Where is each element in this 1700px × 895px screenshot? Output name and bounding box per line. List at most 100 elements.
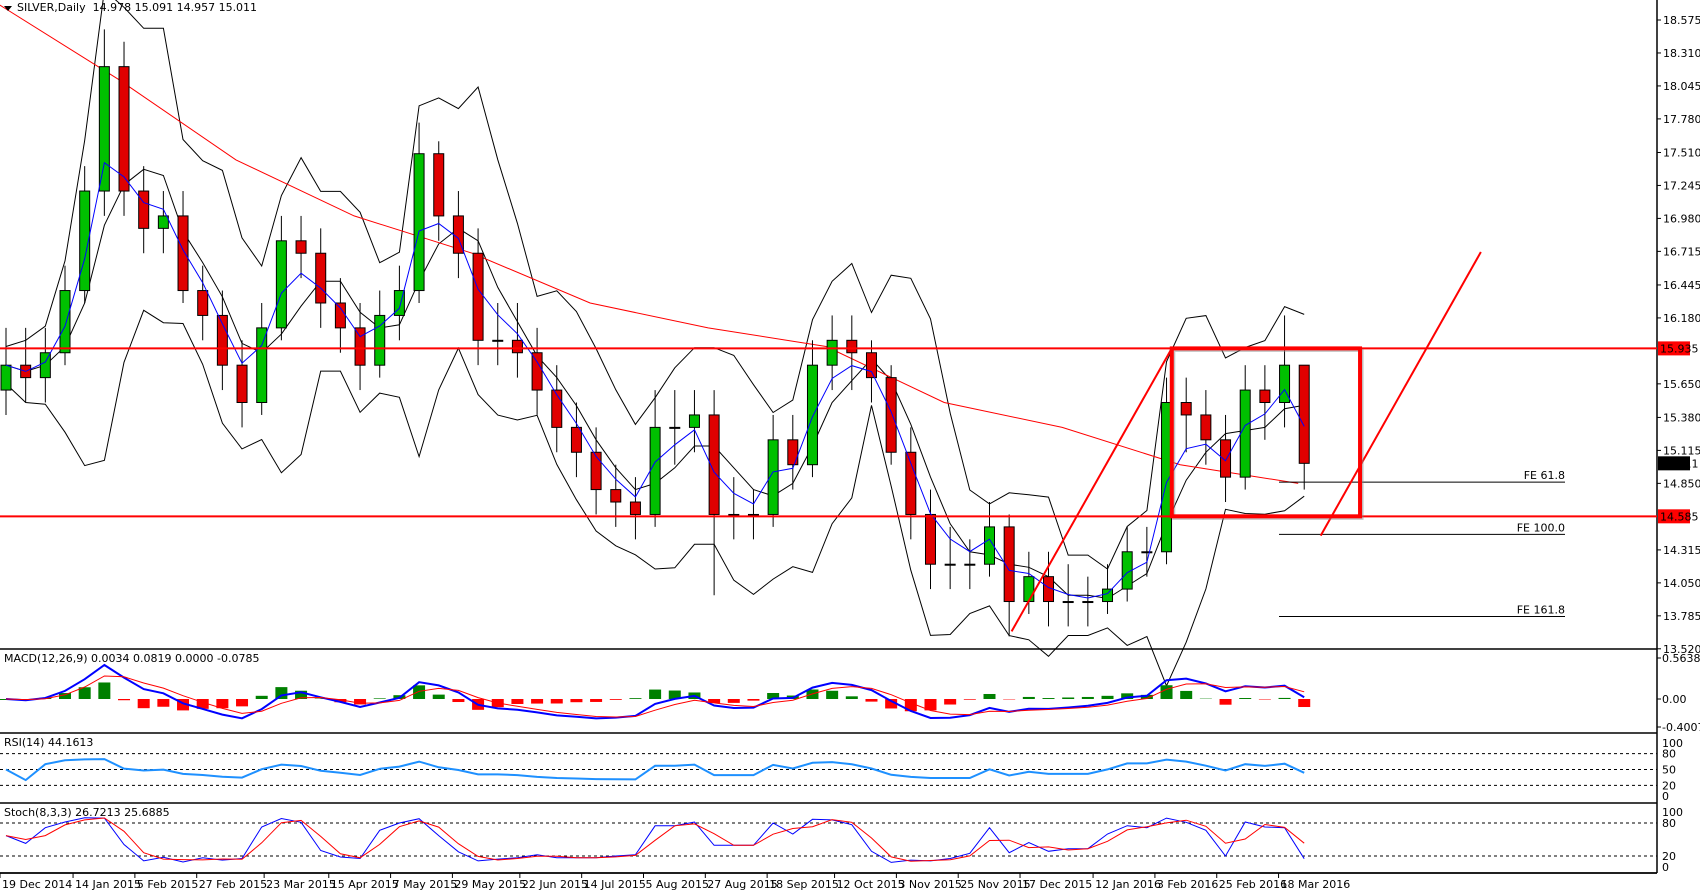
price-tick-label: 14.050 [1663, 577, 1700, 590]
candle [1200, 414, 1212, 441]
macd-histogram-bar [1298, 699, 1311, 708]
fibonacci-expansion-label: FE 161.8 [1517, 603, 1565, 616]
rsi-tick-label: 100 [1662, 737, 1683, 750]
price-tick-label: 13.520 [1663, 643, 1700, 656]
date-tick-label: 12 Oct 2015 [837, 878, 905, 891]
candle [1003, 526, 1015, 603]
candle [688, 414, 700, 428]
trend-line [1319, 251, 1482, 537]
chart-header: SILVER,Daily 14.978 15.091 14.957 15.011 [4, 1, 257, 14]
macd-histogram-bar [1101, 695, 1114, 699]
candle [806, 364, 818, 466]
macd-histogram-bar [334, 699, 347, 703]
candle [865, 352, 877, 379]
macd-histogram-bar [354, 699, 367, 705]
stoch-label: Stoch(8,3,3) 26.7213 25.6885 [4, 806, 170, 819]
candle [747, 513, 759, 516]
candle [79, 190, 91, 292]
macd-histogram-bar [590, 699, 603, 702]
candle [629, 501, 641, 515]
date-tick-label: 27 Feb 2015 [199, 878, 267, 891]
macd-histogram-bar [1022, 696, 1035, 699]
bollinger-lower-band [5, 309, 1305, 688]
ohlc-readout: 14.978 15.091 14.957 15.011 [92, 1, 258, 14]
candle [924, 513, 936, 565]
date-tick-label: 3 Feb 2016 [1157, 878, 1218, 891]
macd-histogram-bar [747, 699, 760, 701]
macd-histogram-bar [1278, 697, 1291, 699]
macd-histogram-bar [511, 699, 524, 704]
candle [610, 489, 622, 503]
macd-histogram-bar [413, 685, 426, 699]
date-tick-label: 5 Aug 2015 [645, 878, 708, 891]
date-tick-label: 17 Dec 2015 [1022, 878, 1092, 891]
candle [472, 252, 484, 341]
date-tick-label: 7 May 2015 [393, 878, 458, 891]
macd-histogram-bar [668, 690, 681, 699]
date-tick-label: 25 Nov 2015 [960, 878, 1030, 891]
candle [177, 215, 189, 292]
price-tick-label: 14.315 [1663, 544, 1700, 557]
candle [846, 339, 858, 354]
macd-histogram-bar [1160, 685, 1173, 699]
macd-histogram-bar [845, 696, 858, 699]
macd-histogram-bar [1062, 697, 1075, 699]
date-tick-label: 14 Jul 2015 [584, 878, 646, 891]
candle [256, 327, 268, 404]
current-price-tag [1658, 456, 1690, 471]
macd-histogram-bar [865, 699, 878, 702]
symbol-label: SILVER,Daily [17, 1, 86, 14]
candle [393, 290, 405, 316]
date-tick-label: 18 Sep 2015 [769, 878, 839, 891]
macd-histogram-bar [373, 698, 386, 699]
macd-signal-line [5, 675, 1305, 718]
candle [944, 563, 956, 566]
date-tick-label: 15 Apr 2015 [331, 878, 399, 891]
macd-tick-label: 0.00 [1662, 693, 1687, 706]
candle [118, 66, 130, 192]
level-price-tag [1658, 509, 1690, 524]
macd-histogram-bar [767, 693, 780, 699]
macd-histogram-bar [118, 699, 131, 701]
moving-average-fast [5, 161, 1305, 599]
date-tick-label: 29 May 2015 [454, 878, 526, 891]
candle [1239, 389, 1251, 478]
dropdown-triangle-icon[interactable] [4, 5, 12, 11]
candle [0, 364, 12, 391]
stoch-tick-label: 100 [1662, 806, 1683, 819]
consolidation-rectangle [1169, 346, 1363, 519]
date-tick-label: 3 Nov 2015 [898, 878, 961, 891]
macd-histogram-bar [255, 695, 268, 699]
price-tick-label: 18.310 [1663, 47, 1700, 60]
date-tick-label: 5 Feb 2015 [137, 878, 198, 891]
rsi-tick-label: 0 [1662, 790, 1669, 803]
price-tick-label: 13.785 [1663, 610, 1700, 623]
date-tick-label: 19 Dec 2014 [2, 878, 72, 891]
date-tick-label: 18 Mar 2016 [1281, 878, 1351, 891]
candle [433, 153, 445, 217]
price-tick-label: 14.850 [1663, 477, 1700, 490]
macd-histogram-bar [983, 693, 996, 699]
level-price-label: 14.585 [1660, 510, 1699, 523]
macd-histogram-bar [649, 689, 662, 699]
macd-histogram-bar [708, 699, 721, 703]
date-tick-label: 25 Feb 2016 [1219, 878, 1287, 891]
macd-histogram-bar [98, 682, 111, 699]
candle [1279, 364, 1291, 404]
price-tick-label: 16.980 [1663, 212, 1700, 225]
stoch-tick-label: 80 [1662, 817, 1676, 830]
macd-histogram-bar [137, 699, 150, 709]
fibonacci-expansion-label: FE 61.8 [1524, 469, 1565, 482]
macd-histogram-bar [295, 690, 308, 699]
candle [1102, 588, 1114, 603]
candle [1082, 601, 1094, 604]
macd-histogram-bar [629, 698, 642, 699]
macd-histogram-bar [826, 690, 839, 699]
macd-histogram-bar [236, 699, 249, 707]
candle [885, 377, 897, 453]
candle [1062, 601, 1074, 604]
candle [492, 339, 504, 342]
macd-histogram-bar [1239, 698, 1252, 699]
moving-average-long [0, 4, 1299, 484]
